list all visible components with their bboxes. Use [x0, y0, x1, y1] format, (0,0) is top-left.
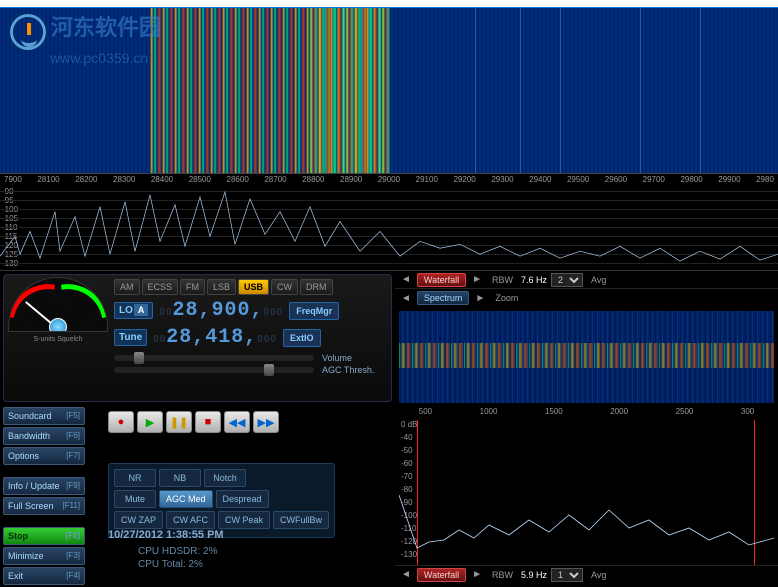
- side-btn-stop[interactable]: Stop[F2]: [3, 527, 85, 545]
- mode-lsb[interactable]: LSB: [207, 279, 236, 295]
- rbw-select-2[interactable]: 1: [551, 568, 583, 582]
- secondary-display-panel: ◄ Waterfall ► RBW 7.6 Hz 2 Avg ◄ Spectru…: [395, 271, 778, 582]
- dsp-panel: NRNBNotch MuteAGC MedDespread CW ZAPCW AFC…: [108, 463, 335, 538]
- mode-selector: AMECSSFMLSBUSBCWDRM: [114, 279, 387, 295]
- side-btn-fullscreen[interactable]: Full Screen[F11]: [3, 497, 85, 515]
- secondary-spectrum[interactable]: 0 dB-40-50-60-70-80-90-100-110-120-130: [399, 420, 774, 565]
- mode-drm[interactable]: DRM: [300, 279, 333, 295]
- freqmgr-button[interactable]: FreqMgr: [289, 302, 339, 320]
- dsp-notch[interactable]: Notch: [204, 469, 246, 487]
- side-btn-infoupdate[interactable]: Info / Update[F9]: [3, 477, 85, 495]
- dsp-cwpeak[interactable]: CW Peak: [218, 511, 270, 529]
- rbw-select[interactable]: 2: [551, 273, 583, 287]
- dsp-nb[interactable]: NB: [159, 469, 201, 487]
- dsp-despread[interactable]: Despread: [216, 490, 269, 508]
- control-panel: S-units Squelch AMECSSFMLSBUSBCWDRM LOA …: [0, 271, 395, 582]
- cpu-info: CPU HDSDR: 2% CPU Total: 2%: [138, 545, 217, 571]
- tune-frequency[interactable]: 0028,418,000: [153, 326, 277, 349]
- main-waterfall-display[interactable]: [0, 8, 778, 173]
- secondary-waterfall[interactable]: [399, 311, 774, 403]
- play-button[interactable]: ▶: [137, 411, 163, 433]
- extio-button[interactable]: ExtIO: [283, 329, 321, 347]
- mode-cw[interactable]: CW: [271, 279, 298, 295]
- secondary-top-controls: ◄ Waterfall ► RBW 7.6 Hz 2 Avg: [395, 271, 778, 289]
- tune-label: Tune: [114, 329, 147, 346]
- record-button[interactable]: ●: [108, 411, 134, 433]
- secondary-bottom-controls: ◄ Waterfall ► RBW 5.9 Hz 1 Avg: [395, 565, 778, 583]
- dsp-nr[interactable]: NR: [114, 469, 156, 487]
- window-titlebar: [0, 0, 778, 8]
- secondary-freq-scale: 5001000150020002500300: [395, 407, 778, 420]
- spectrum-button[interactable]: Spectrum: [417, 291, 470, 305]
- lo-frequency[interactable]: 0028,900,000: [159, 299, 283, 322]
- side-button-panel: Soundcard[F5] Bandwidth[F6] Options[F7] Inf…: [3, 407, 85, 587]
- main-spectrum-display[interactable]: -90-95-100-105-110-115-120-125-130: [0, 187, 778, 271]
- mode-usb[interactable]: USB: [238, 279, 269, 295]
- rewind-button[interactable]: ◀◀: [224, 411, 250, 433]
- mode-fm[interactable]: FM: [180, 279, 205, 295]
- next-arrow-icon[interactable]: ►: [470, 274, 484, 285]
- dsp-cwfullbw[interactable]: CWFullBw: [273, 511, 329, 529]
- squelch-knob[interactable]: [49, 318, 67, 332]
- side-btn-exit[interactable]: Exit[F4]: [3, 567, 85, 585]
- forward-button[interactable]: ▶▶: [253, 411, 279, 433]
- waterfall-button-2[interactable]: Waterfall: [417, 568, 466, 582]
- lo-label: LOA: [114, 302, 153, 319]
- side-btn-minimize[interactable]: Minimize[F3]: [3, 547, 85, 565]
- volume-slider[interactable]: [114, 355, 314, 361]
- mode-ecss[interactable]: ECSS: [142, 279, 179, 295]
- dsp-mute[interactable]: Mute: [114, 490, 156, 508]
- stop-button[interactable]: ■: [195, 411, 221, 433]
- pause-button[interactable]: ❚❚: [166, 411, 192, 433]
- prev-arrow-icon[interactable]: ◄: [399, 274, 413, 285]
- frequency-scale: 7900281002820028300284002850028600287002…: [0, 173, 778, 187]
- waterfall-button[interactable]: Waterfall: [417, 273, 466, 287]
- dsp-cwafc[interactable]: CW AFC: [166, 511, 215, 529]
- dsp-agcmed[interactable]: AGC Med: [159, 490, 213, 508]
- side-btn-options[interactable]: Options[F7]: [3, 447, 85, 465]
- mode-am[interactable]: AM: [114, 279, 140, 295]
- dsp-cwzap[interactable]: CW ZAP: [114, 511, 163, 529]
- agc-slider[interactable]: [114, 367, 314, 373]
- transport-controls: ● ▶ ❚❚ ■ ◀◀ ▶▶: [108, 411, 279, 433]
- side-btn-soundcard[interactable]: Soundcard[F5]: [3, 407, 85, 425]
- timestamp: 10/27/2012 1:38:55 PM: [108, 529, 224, 541]
- side-btn-bandwidth[interactable]: Bandwidth[F6]: [3, 427, 85, 445]
- s-meter: S-units Squelch: [8, 277, 108, 357]
